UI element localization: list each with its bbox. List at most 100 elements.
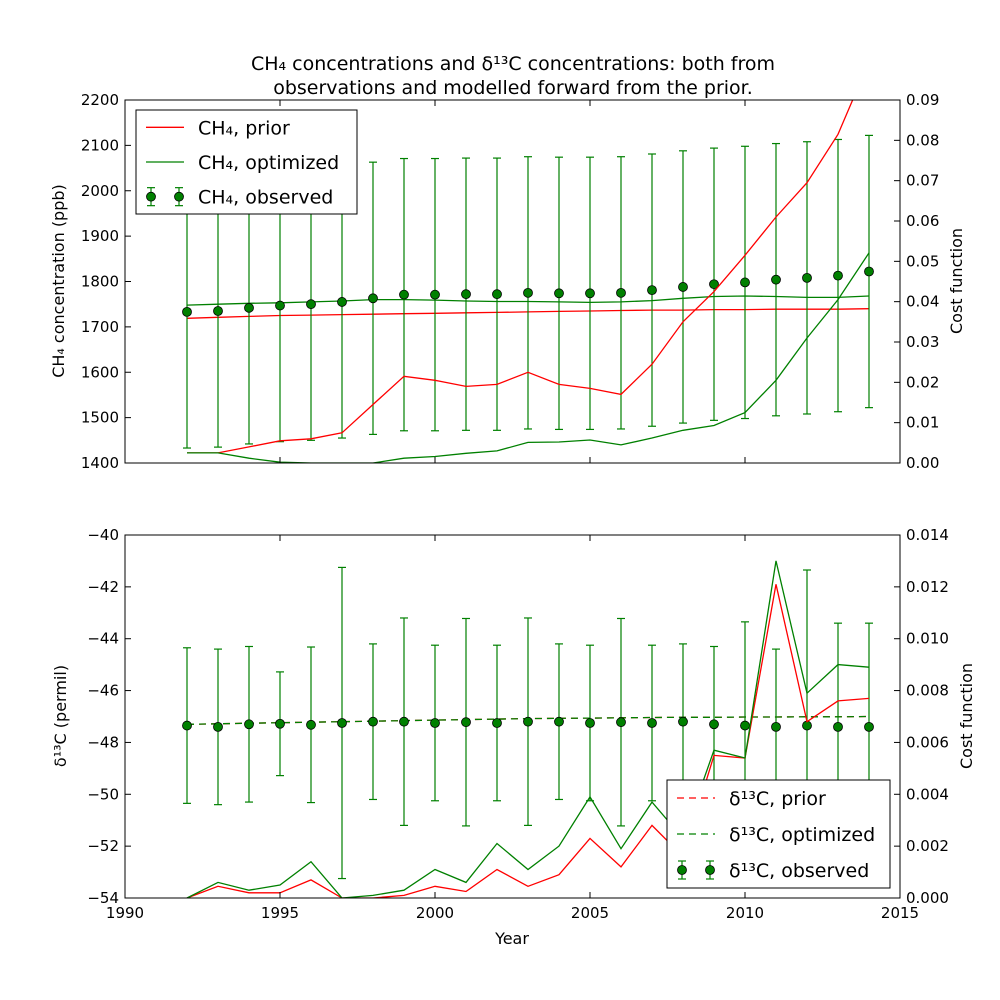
top-y2-tick-label: 0.08	[906, 131, 939, 149]
bottom-observed-point	[492, 718, 502, 728]
bottom-y2-tick-label: 0.000	[906, 889, 949, 907]
x-tick-label: 2010	[726, 904, 764, 922]
bottom-y2-tick-label: 0.006	[906, 733, 949, 751]
top-y-tick-label: 1400	[81, 454, 119, 472]
bottom-observed-point	[523, 716, 533, 727]
bottom-observed-point	[864, 721, 874, 732]
top-y-axis-label: CH₄ concentration (ppb)	[49, 184, 68, 378]
bottom-legend-label: δ¹³C, observed	[729, 860, 869, 882]
top-y-tick-label: 2000	[81, 182, 119, 200]
bottom-plot-frame	[124, 534, 901, 899]
bottom-y-tick-label: −54	[87, 889, 119, 907]
top-y2-tick-label: 0.07	[906, 172, 939, 190]
chart-title-line1: CH₄ concentrations and δ¹³C concentratio…	[251, 53, 775, 75]
top-y2-tick-label: 0.05	[906, 252, 939, 270]
bottom-observed-point	[740, 720, 750, 731]
top-y2-tick-label: 0.06	[906, 212, 939, 230]
top-y2-tick-label: 0.03	[906, 333, 939, 351]
top-observed-point	[833, 270, 843, 281]
x-axis-label: Year	[494, 929, 529, 948]
bottom-legend-marker	[677, 865, 687, 875]
top-observed-point	[585, 288, 595, 299]
bottom-observed-point	[182, 720, 192, 731]
bottom-legend: δ¹³C, prior δ¹³C, optimized δ¹³C, observed	[666, 779, 891, 889]
bottom-y-tick-label: −40	[87, 526, 119, 544]
bottom-y2-axis-label: Cost function	[957, 663, 976, 769]
bottom-observed-point	[554, 716, 564, 727]
bottom-observed-point	[306, 719, 316, 730]
top-y2-tick-label: 0.04	[906, 293, 939, 311]
bottom-observed-point	[616, 717, 626, 728]
bottom-y-tick-label: −44	[87, 630, 119, 648]
top-observed-point	[864, 266, 874, 277]
top-observed-point	[554, 288, 564, 299]
bottom-observed-point	[244, 719, 254, 730]
bottom-observed-point	[275, 718, 285, 729]
top-observed-point	[771, 274, 781, 285]
top-legend-label: CH₄, observed	[198, 187, 333, 209]
bottom-observed-point	[585, 718, 595, 728]
top-observed-point	[275, 300, 285, 311]
bottom-y2-tick-label: 0.008	[906, 682, 949, 700]
top-observed-point	[368, 293, 378, 304]
top-y-tick-label: 1800	[81, 273, 119, 291]
top-observed-point	[678, 282, 688, 292]
bottom-y-tick-label: −52	[87, 837, 119, 855]
top-observed-point	[337, 297, 347, 307]
bottom-observed-point	[647, 718, 657, 728]
top-observed-point	[461, 289, 471, 300]
bottom-legend-label: δ¹³C, prior	[729, 788, 826, 810]
top-y-tick-label: 1600	[81, 363, 119, 381]
bottom-observed-point	[833, 721, 843, 732]
top-legend-marker	[146, 191, 156, 202]
top-panel: 1400 1500 1600 1700 1800 1900 2000 2100 2200 0.00…	[49, 91, 966, 472]
top-observed-point	[616, 287, 626, 298]
top-y2-axis-label: Cost function	[947, 228, 966, 334]
top-legend: CH₄, prior CH₄, optimized CH₄, observed	[135, 109, 358, 215]
top-observed-point	[802, 272, 812, 283]
bottom-panel: 1990 1995 2000 2005 2010 2015 −54 −52 −50 −48 −46 −…	[51, 526, 976, 948]
top-observed-point	[430, 289, 440, 300]
top-observed-point	[213, 306, 223, 316]
top-legend-marker	[174, 191, 184, 202]
top-observed-point	[523, 287, 533, 298]
top-series-line-3	[187, 100, 854, 454]
bottom-observed-point	[213, 721, 223, 732]
top-legend-label: CH₄, optimized	[198, 152, 339, 174]
bottom-series-line-4	[186, 560, 870, 898]
top-y-tick-label: 1700	[81, 318, 119, 336]
bottom-axis-ticks: 1990 1995 2000 2005 2010 2015 −54 −52 −50 −48 −46 −…	[87, 526, 949, 922]
top-y2-tick-label: 0.01	[906, 414, 939, 432]
top-axis-ticks: 1400 1500 1600 1700 1800 1900 2000 2100 2200 0.00…	[81, 91, 940, 472]
bottom-y2-tick-label: 0.002	[906, 837, 949, 855]
top-observed-point	[709, 279, 719, 290]
bottom-legend-label: δ¹³C, optimized	[729, 824, 875, 846]
bottom-y-axis-label: δ¹³C (permil)	[51, 665, 70, 767]
bottom-y-tick-label: −48	[87, 733, 119, 751]
top-y-tick-label: 1500	[81, 409, 119, 427]
x-tick-label: 1990	[106, 904, 144, 922]
bottom-y2-tick-label: 0.014	[906, 526, 949, 544]
top-y-tick-label: 1900	[81, 227, 119, 245]
bottom-observed-point	[368, 716, 378, 727]
bottom-observed-point	[771, 721, 781, 732]
bottom-y2-tick-label: 0.004	[906, 785, 949, 803]
bottom-observed-point	[430, 718, 440, 728]
bottom-series-line-3	[186, 584, 870, 898]
x-tick-label: 1995	[261, 904, 299, 922]
top-y-tick-label: 2200	[81, 91, 119, 109]
x-tick-label: 2015	[881, 904, 919, 922]
bottom-y-tick-label: −50	[87, 785, 119, 803]
chart-title-line2: observations and modelled forward from t…	[273, 77, 753, 99]
top-observed-point	[740, 277, 750, 288]
bottom-y2-tick-label: 0.010	[906, 630, 949, 648]
bottom-observed-point	[461, 717, 471, 728]
top-observed-point	[492, 289, 502, 300]
bottom-y-tick-label: −42	[87, 578, 119, 596]
bottom-observed-point	[709, 719, 719, 730]
top-y-tick-label: 2100	[81, 136, 119, 154]
bottom-y2-tick-label: 0.012	[906, 578, 949, 596]
x-tick-label: 2000	[416, 904, 454, 922]
top-y2-tick-label: 0.09	[906, 91, 939, 109]
